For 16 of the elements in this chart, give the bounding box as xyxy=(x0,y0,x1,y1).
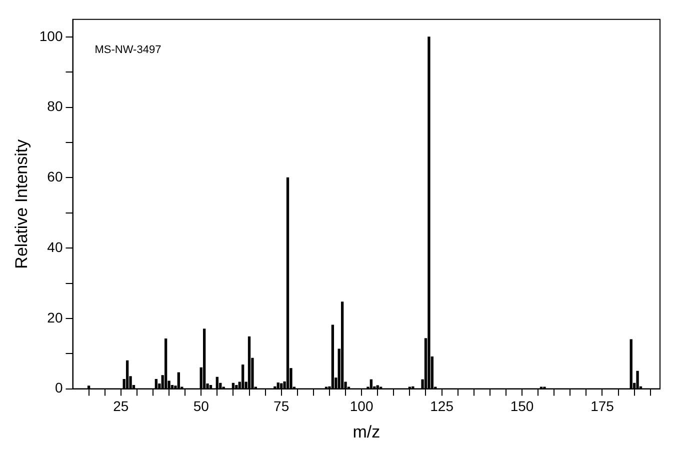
y-axis-title: Relative Intensity xyxy=(12,138,31,269)
x-axis-title: m/z xyxy=(352,422,380,442)
y-tick-label: 60 xyxy=(47,168,63,185)
y-tick-label: 0 xyxy=(54,380,63,396)
x-tick-label: 50 xyxy=(193,398,210,414)
x-tick-label: 150 xyxy=(510,398,534,414)
y-tick-label: 40 xyxy=(47,238,63,255)
y-tick-label: 100 xyxy=(39,28,63,44)
x-tick-label: 175 xyxy=(590,398,614,414)
y-tick-label: 20 xyxy=(47,309,63,326)
x-tick-label: 125 xyxy=(430,398,454,414)
x-tick-label: 25 xyxy=(113,398,129,414)
x-tick-label: 75 xyxy=(274,398,290,414)
annotation: MS-NW-3497 xyxy=(94,44,162,56)
y-tick-label: 80 xyxy=(47,98,63,114)
x-tick-label: 100 xyxy=(350,398,374,414)
